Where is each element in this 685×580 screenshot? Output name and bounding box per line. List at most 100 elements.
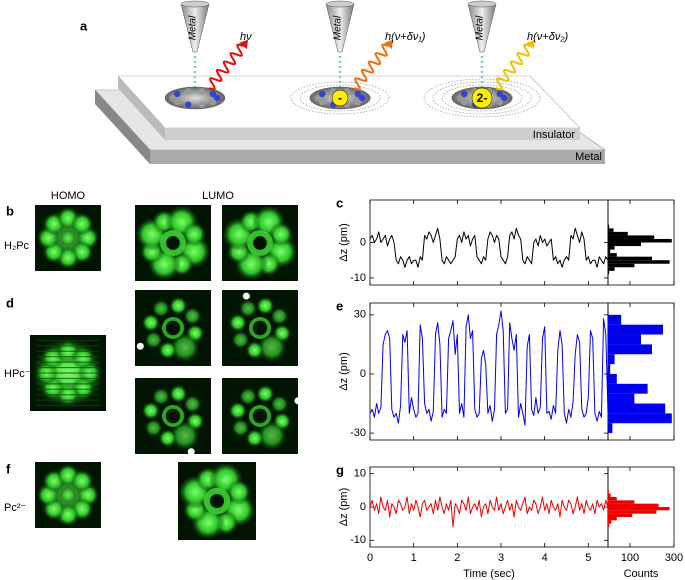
charge xyxy=(331,89,349,107)
photon-arrow xyxy=(384,39,394,50)
histogram-bar xyxy=(608,263,635,268)
y-tick-label: -10 xyxy=(350,534,366,546)
x-tick-label: 0 xyxy=(367,552,373,564)
orbital-lobe xyxy=(144,418,163,438)
x-tick-label: 3 xyxy=(498,552,504,564)
x-axis-label: Time (sec) xyxy=(463,568,515,580)
tip-label: Metal xyxy=(333,15,344,40)
atom xyxy=(496,90,503,98)
atom xyxy=(213,94,221,102)
orbital-ring xyxy=(247,230,273,256)
orbital-lobe xyxy=(256,420,288,451)
histogram-bar xyxy=(608,324,663,335)
panel-label: e xyxy=(336,298,343,313)
orbital-lobe xyxy=(238,387,258,406)
histogram-bar xyxy=(608,510,657,514)
orbital-lobe xyxy=(181,222,207,247)
homo-label: HOMO xyxy=(51,190,86,202)
count-axis-label: Counts xyxy=(624,568,659,580)
histogram-bar xyxy=(608,260,670,264)
orbital-ring xyxy=(160,230,186,256)
orbital-lobe xyxy=(226,479,252,505)
atom xyxy=(174,98,181,106)
histogram-bar xyxy=(608,500,635,504)
orbital-lobe xyxy=(183,394,202,414)
orbital-lobe xyxy=(59,229,77,247)
photon xyxy=(208,43,244,91)
histogram-bar xyxy=(608,513,633,517)
histogram-bar xyxy=(608,228,614,232)
histogram-bar xyxy=(608,503,659,507)
tip-top xyxy=(180,0,210,8)
count-tick-label: 300 xyxy=(665,552,683,564)
histogram-bar xyxy=(608,344,652,355)
orbital-ring xyxy=(161,404,185,428)
atom xyxy=(461,90,468,98)
orbital-lobe xyxy=(70,212,94,236)
x-tick-label: 4 xyxy=(542,552,548,564)
orbital-lobe xyxy=(169,296,188,315)
panel-label: d xyxy=(6,295,14,310)
molecule-label: H₂Pc xyxy=(4,240,30,252)
tip-position xyxy=(294,397,302,405)
atom xyxy=(185,101,192,108)
tip-position xyxy=(136,342,144,350)
histogram-bar xyxy=(608,235,655,239)
y-tick-label: -10 xyxy=(350,272,366,284)
plot-frame xyxy=(369,199,609,286)
y-axis-label: Δz (pm) xyxy=(338,488,350,527)
histogram-bar xyxy=(608,490,609,494)
orbital-ring xyxy=(203,487,231,515)
y-tick-label: 0 xyxy=(360,368,366,380)
orbital-lobe xyxy=(256,296,275,315)
atom xyxy=(185,88,192,95)
tip-top xyxy=(325,0,355,8)
atom xyxy=(198,101,205,108)
orbital-lobe xyxy=(245,429,264,448)
panel-label: b xyxy=(6,203,14,218)
x-tick-label: 2 xyxy=(454,552,460,564)
photon-arrow xyxy=(239,39,249,50)
orbital-ring xyxy=(248,404,272,428)
orbital-lobe xyxy=(245,341,264,360)
atom xyxy=(319,90,326,98)
atom xyxy=(319,98,326,106)
photon xyxy=(353,43,389,91)
histogram-bar xyxy=(608,242,641,247)
histogram-bar xyxy=(608,373,617,384)
panel-label: f xyxy=(6,461,11,476)
orbital-ring xyxy=(161,316,185,340)
atom xyxy=(209,90,216,98)
atom xyxy=(456,94,464,102)
charge-ring xyxy=(290,81,390,115)
orbital-lobe xyxy=(270,306,289,326)
atom xyxy=(500,94,508,102)
charge-ring xyxy=(423,78,541,118)
histogram-bar xyxy=(608,493,611,497)
x-tick-label: 5 xyxy=(585,552,591,564)
histogram-bar xyxy=(608,314,622,325)
charge-ring xyxy=(299,84,381,112)
histogram-bar xyxy=(608,497,617,501)
plot-frame xyxy=(369,302,609,441)
orbital-lobe xyxy=(169,420,201,451)
insulator-label: Insulator xyxy=(533,129,576,141)
y-axis-label: Δz (pm) xyxy=(338,352,350,391)
orbital-lobe xyxy=(256,384,275,403)
orbital-lobe xyxy=(228,313,247,332)
photon-label: hν xyxy=(240,31,252,43)
orbital-lobe xyxy=(256,332,288,363)
histogram-bar xyxy=(608,520,612,524)
atom xyxy=(358,94,366,102)
photon-arrow xyxy=(526,39,536,50)
x-tick-label: 1 xyxy=(411,552,417,564)
orbital-lobe xyxy=(169,332,201,363)
tip-label: Metal xyxy=(475,15,486,40)
y-tick-label: 0 xyxy=(360,501,366,513)
orbital-lobe xyxy=(268,222,294,247)
y-tick-label: 10 xyxy=(354,468,366,480)
y-axis-label: Δz (pm) xyxy=(338,223,350,262)
atom xyxy=(354,98,361,106)
histogram-bar xyxy=(608,256,652,261)
tip-position xyxy=(242,292,250,300)
